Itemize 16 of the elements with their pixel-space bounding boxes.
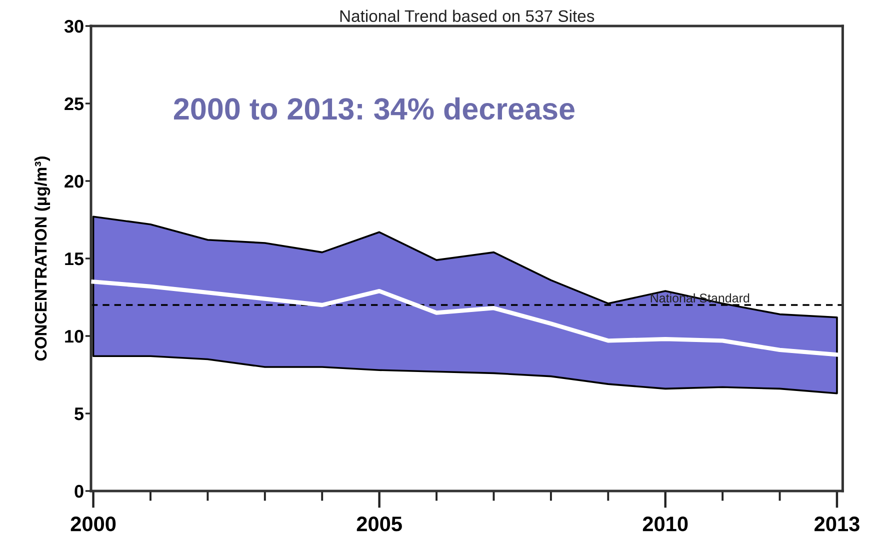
y-tick-label: 25 (64, 97, 84, 110)
chart-title: National Trend based on 537 Sites (340, 10, 594, 22)
y-tick-label: 0 (74, 484, 84, 498)
annotation: 2000 to 2013: 34% decrease (174, 97, 574, 120)
ref-line-label: National Standard (650, 293, 750, 303)
x-tick-label: 2010 (642, 516, 688, 532)
x-tick-label: 2005 (356, 516, 402, 532)
y-tick-label: 30 (64, 20, 84, 33)
x-tick-label: 2013 (814, 516, 860, 532)
line-series (91, 280, 840, 357)
y-tick-label: 20 (64, 174, 84, 188)
x-tick-label: 2000 (70, 516, 116, 532)
y-tick-label: 5 (74, 408, 84, 420)
y-tick-label: 10 (65, 330, 84, 343)
y-axis-title: CONCENTRATION (µg/m³) (34, 156, 50, 361)
y-tick-label: 15 (65, 252, 84, 266)
